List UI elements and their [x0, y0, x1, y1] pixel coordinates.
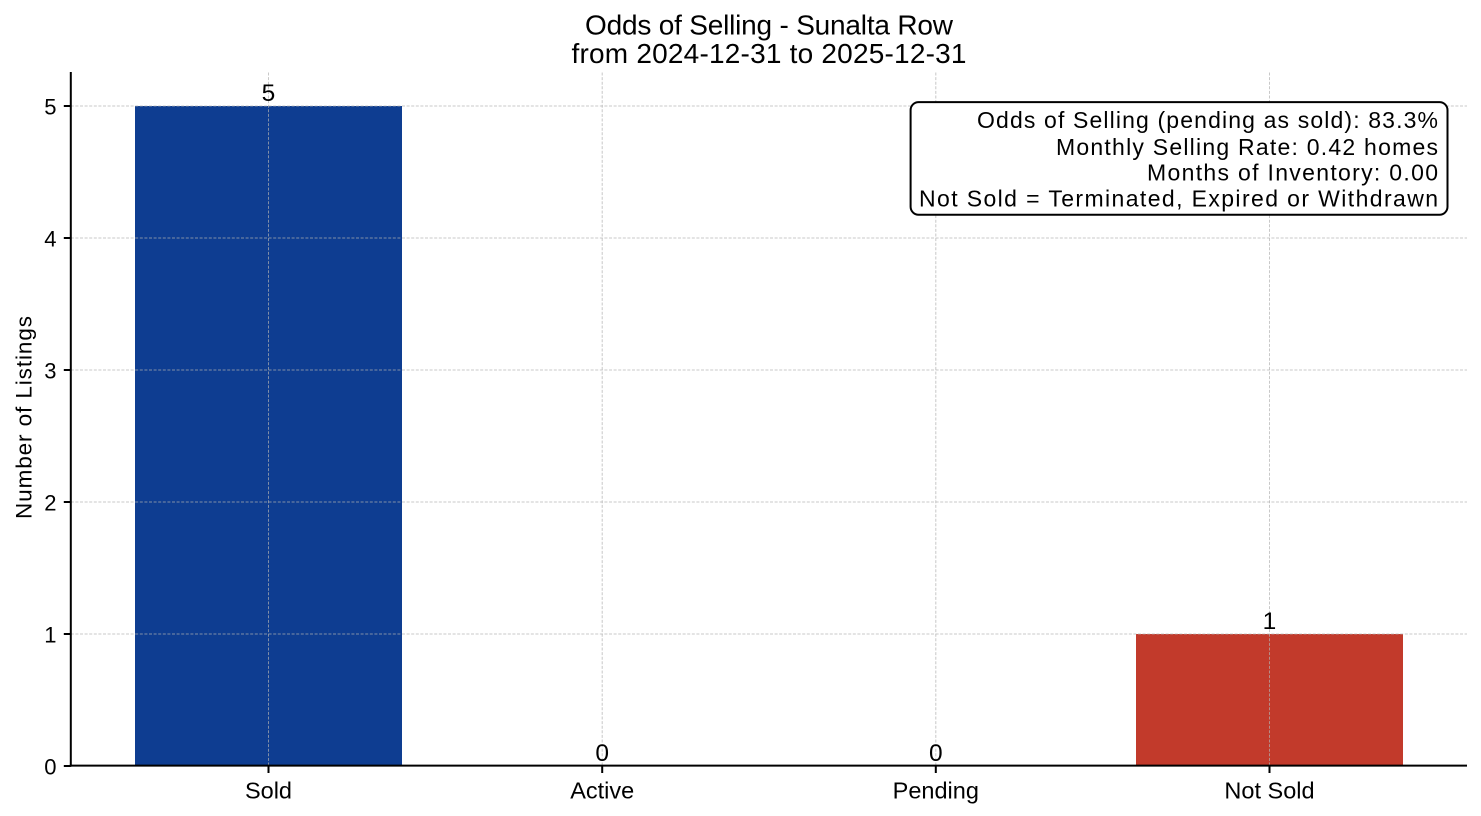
svg-text:1: 1 [44, 623, 56, 648]
svg-text:Monthly Selling Rate: 0.42 hom: Monthly Selling Rate: 0.42 homes [1056, 134, 1438, 160]
svg-text:Odds of Selling - Sunalta Row: Odds of Selling - Sunalta Row [585, 9, 954, 40]
svg-text:0: 0 [44, 755, 56, 780]
svg-text:Months of Inventory: 0.00: Months of Inventory: 0.00 [1147, 160, 1438, 186]
svg-text:0: 0 [595, 740, 609, 767]
svg-text:5: 5 [262, 80, 276, 107]
svg-text:3: 3 [44, 359, 56, 384]
svg-text:Not Sold = Terminated, Expired: Not Sold = Terminated, Expired or Withdr… [919, 185, 1438, 211]
svg-text:Odds of Selling (pending as so: Odds of Selling (pending as sold): 83.3% [977, 107, 1438, 133]
svg-text:4: 4 [44, 227, 56, 252]
svg-text:Number of Listings: Number of Listings [12, 316, 37, 519]
svg-text:Not Sold: Not Sold [1224, 778, 1314, 804]
svg-text:1: 1 [1263, 608, 1277, 635]
svg-text:5: 5 [44, 95, 56, 120]
svg-text:from 2024-12-31 to 2025-12-31: from 2024-12-31 to 2025-12-31 [572, 38, 967, 69]
svg-text:Sold: Sold [245, 778, 292, 804]
svg-text:0: 0 [929, 740, 943, 767]
svg-text:Pending: Pending [893, 778, 979, 804]
svg-text:2: 2 [44, 491, 56, 516]
svg-text:Active: Active [570, 778, 634, 804]
